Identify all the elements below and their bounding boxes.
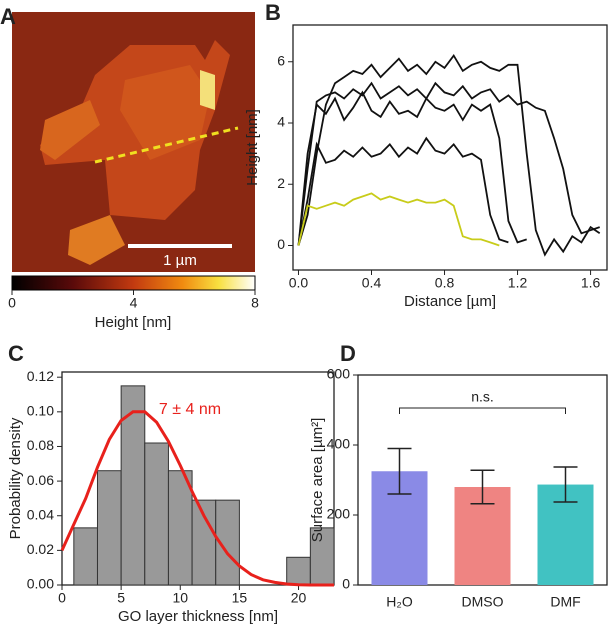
error-bar xyxy=(387,447,412,495)
histogram-bar xyxy=(167,470,193,586)
y-tick-label: 0.12 xyxy=(27,368,54,384)
x-tick-label: 1.6 xyxy=(581,275,601,291)
x-tick-label: 10 xyxy=(172,590,188,606)
y-tick-label: 6 xyxy=(277,52,285,68)
y-tick-label: 0.08 xyxy=(27,437,54,453)
y-axis-label: Height [nm] xyxy=(244,109,261,186)
colorbar-tick-label: 8 xyxy=(251,295,259,311)
x-axis-label: Distance [µm] xyxy=(404,293,496,310)
x-tick-label: 20 xyxy=(291,590,307,606)
significance-label: n.s. xyxy=(471,389,494,405)
y-tick-label: 0 xyxy=(342,576,350,592)
x-tick-label: 15 xyxy=(232,590,248,606)
profile-line xyxy=(297,192,500,247)
x-tick-label: 0.8 xyxy=(435,275,455,291)
colorbar-tick-label: 4 xyxy=(130,295,138,311)
colorbar-label: Height [nm] xyxy=(95,314,172,331)
x-tick-label: 0.4 xyxy=(362,275,382,291)
fit-curve xyxy=(60,410,334,587)
panel-label: B xyxy=(265,0,281,25)
histogram-bar xyxy=(73,527,98,586)
y-tick-label: 400 xyxy=(327,436,351,452)
x-tick-label: DMSO xyxy=(462,594,504,610)
scale-bar-label: 1 µm xyxy=(163,252,197,269)
y-axis-label: Probability density xyxy=(7,417,24,539)
colorbar-tick-label: 0 xyxy=(8,295,16,311)
y-tick-label: 200 xyxy=(327,506,351,522)
profile-line xyxy=(297,53,601,257)
x-tick-label: 5 xyxy=(117,590,125,606)
significance-bracket xyxy=(399,407,566,414)
y-axis-label: Surface area [µm²] xyxy=(309,418,326,543)
histogram-bar xyxy=(120,385,146,586)
x-tick-label: 1.2 xyxy=(508,275,528,291)
x-tick-label: 0.0 xyxy=(289,275,309,291)
fit-annotation: 7 ± 4 nm xyxy=(159,401,221,418)
histogram-bar xyxy=(286,556,311,586)
y-tick-label: 0.00 xyxy=(27,576,54,592)
y-tick-label: 0.02 xyxy=(27,541,54,557)
afm-image xyxy=(12,12,255,272)
y-tick-label: 0.06 xyxy=(27,472,54,488)
y-tick-label: 4 xyxy=(277,114,285,130)
error-bar xyxy=(470,469,495,505)
profile-line xyxy=(297,136,509,246)
colorbar xyxy=(11,275,256,291)
histogram-bar xyxy=(144,442,169,586)
y-tick-label: 0 xyxy=(277,236,285,252)
profile-line xyxy=(297,81,600,246)
x-axis-label: GO layer thickness [nm] xyxy=(118,608,278,625)
error-bar xyxy=(553,466,578,503)
plot-frame xyxy=(292,24,608,271)
histogram-bar xyxy=(215,499,240,586)
panel-label: D xyxy=(340,341,356,366)
panel-label: A xyxy=(0,4,16,29)
y-tick-label: 2 xyxy=(277,175,285,191)
y-tick-label: 0.10 xyxy=(27,403,54,419)
panel-label: C xyxy=(8,341,24,366)
histogram-bar xyxy=(96,470,122,586)
x-tick-label: H₂O xyxy=(386,594,413,610)
y-tick-label: 0.04 xyxy=(27,506,54,522)
x-tick-label: DMF xyxy=(550,594,580,610)
y-tick-label: 600 xyxy=(327,366,351,382)
x-tick-label: 0 xyxy=(58,590,66,606)
profile-line xyxy=(297,90,527,246)
